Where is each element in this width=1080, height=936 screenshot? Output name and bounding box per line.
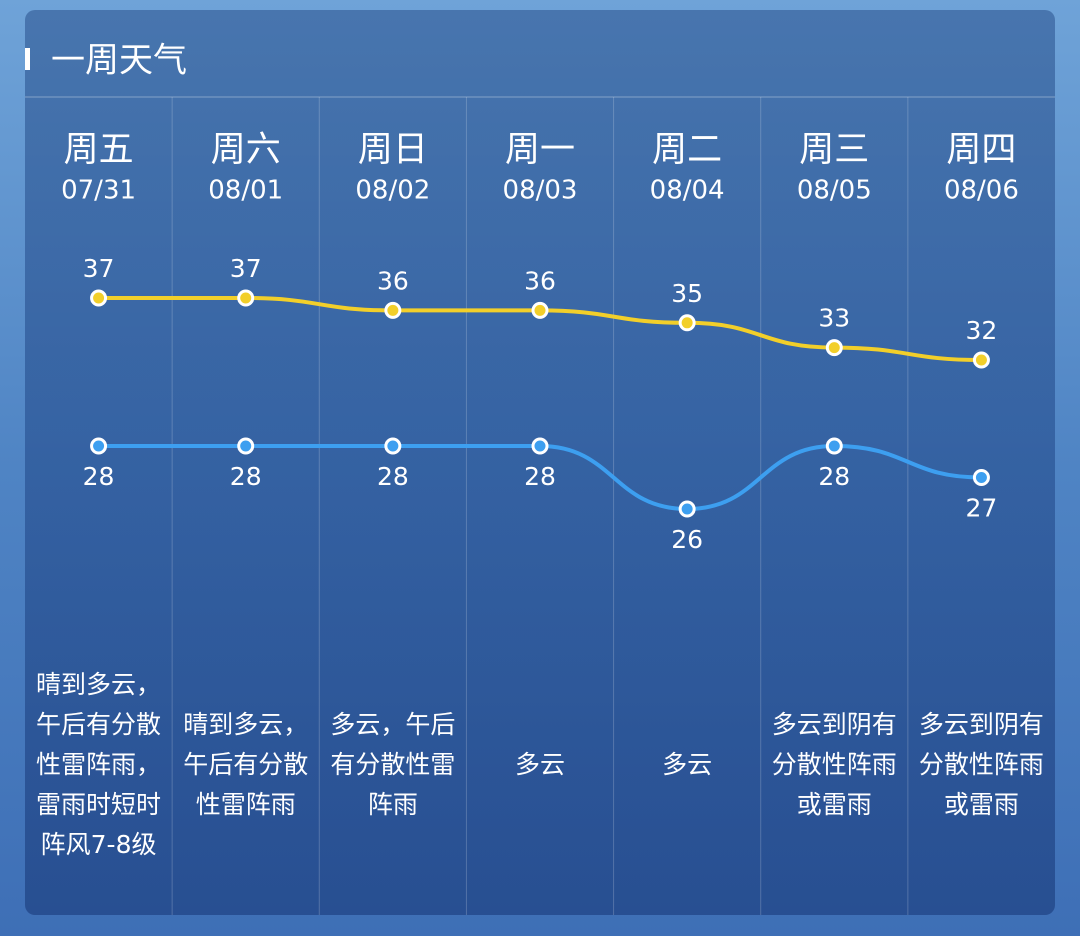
weather-description: 多云到阴有分散性阵雨或雷雨 [771, 710, 897, 819]
temperature-point [531, 301, 549, 319]
temperature-label: 36 [524, 266, 556, 295]
date-label: 08/03 [503, 176, 578, 206]
temperature-point [237, 437, 255, 455]
weather-description: 多云 [662, 750, 713, 779]
temperature-label: 37 [230, 254, 262, 283]
temperature-label: 28 [524, 462, 556, 491]
date-label: 08/05 [797, 176, 872, 206]
date-label: 08/02 [355, 176, 430, 206]
chart: 一周天气 周五 07/31 周六 08/01 周日 08/02 周一 08/03 周二 08/04… [25, 41, 1055, 915]
temperature-point [90, 289, 108, 307]
date-label: 07/31 [61, 176, 136, 206]
temperature-label: 28 [230, 462, 262, 491]
temperature-label: 32 [966, 316, 998, 345]
weather-description: 多云，午后有分散性雷阵雨 [330, 710, 456, 819]
day-label: 周六 [211, 130, 281, 170]
weather-description: 晴到多云，午后有分散性雷阵雨，雷雨时短时阵风7-8级 [36, 670, 162, 859]
weather-card: 一周天气 周五 07/31 周六 08/01 周日 08/02 周一 08/03 周二 08/04… [25, 10, 1055, 915]
day-label: 周四 [946, 130, 1016, 170]
chart-title: 一周天气 [51, 41, 187, 81]
temperature-point [384, 301, 402, 319]
title-marker [25, 48, 30, 70]
day-label: 周二 [652, 130, 722, 170]
temperature-label: 35 [671, 279, 703, 308]
temperature-label: 36 [377, 266, 409, 295]
temperature-point [678, 314, 696, 332]
day-label: 周一 [505, 130, 575, 170]
temperature-label: 28 [377, 462, 409, 491]
date-label: 08/06 [944, 176, 1019, 206]
day-label: 周三 [799, 130, 869, 170]
temperature-point [972, 469, 990, 486]
weather-description: 多云 [514, 750, 565, 779]
temperature-label: 33 [818, 304, 850, 333]
temperature-point [678, 500, 696, 518]
weather-description: 晴到多云，午后有分散性雷阵雨 [183, 710, 309, 819]
temperature-point [90, 437, 108, 455]
temperature-label: 28 [818, 462, 850, 491]
temperature-point [384, 437, 402, 455]
temperature-label: 26 [671, 525, 703, 554]
temperature-point [531, 437, 549, 455]
weather-description: 多云到阴有分散性阵雨或雷雨 [918, 710, 1044, 819]
day-label: 周五 [64, 130, 134, 170]
temperature-point [825, 437, 843, 455]
date-label: 08/01 [208, 176, 283, 206]
temperature-point [972, 351, 990, 369]
day-label: 周日 [358, 130, 428, 170]
temperature-point [237, 289, 255, 307]
date-label: 08/04 [650, 176, 725, 206]
temperature-label: 27 [966, 494, 998, 523]
temperature-label: 28 [83, 462, 115, 491]
temperature-point [825, 339, 843, 357]
temperature-label: 37 [83, 254, 115, 283]
